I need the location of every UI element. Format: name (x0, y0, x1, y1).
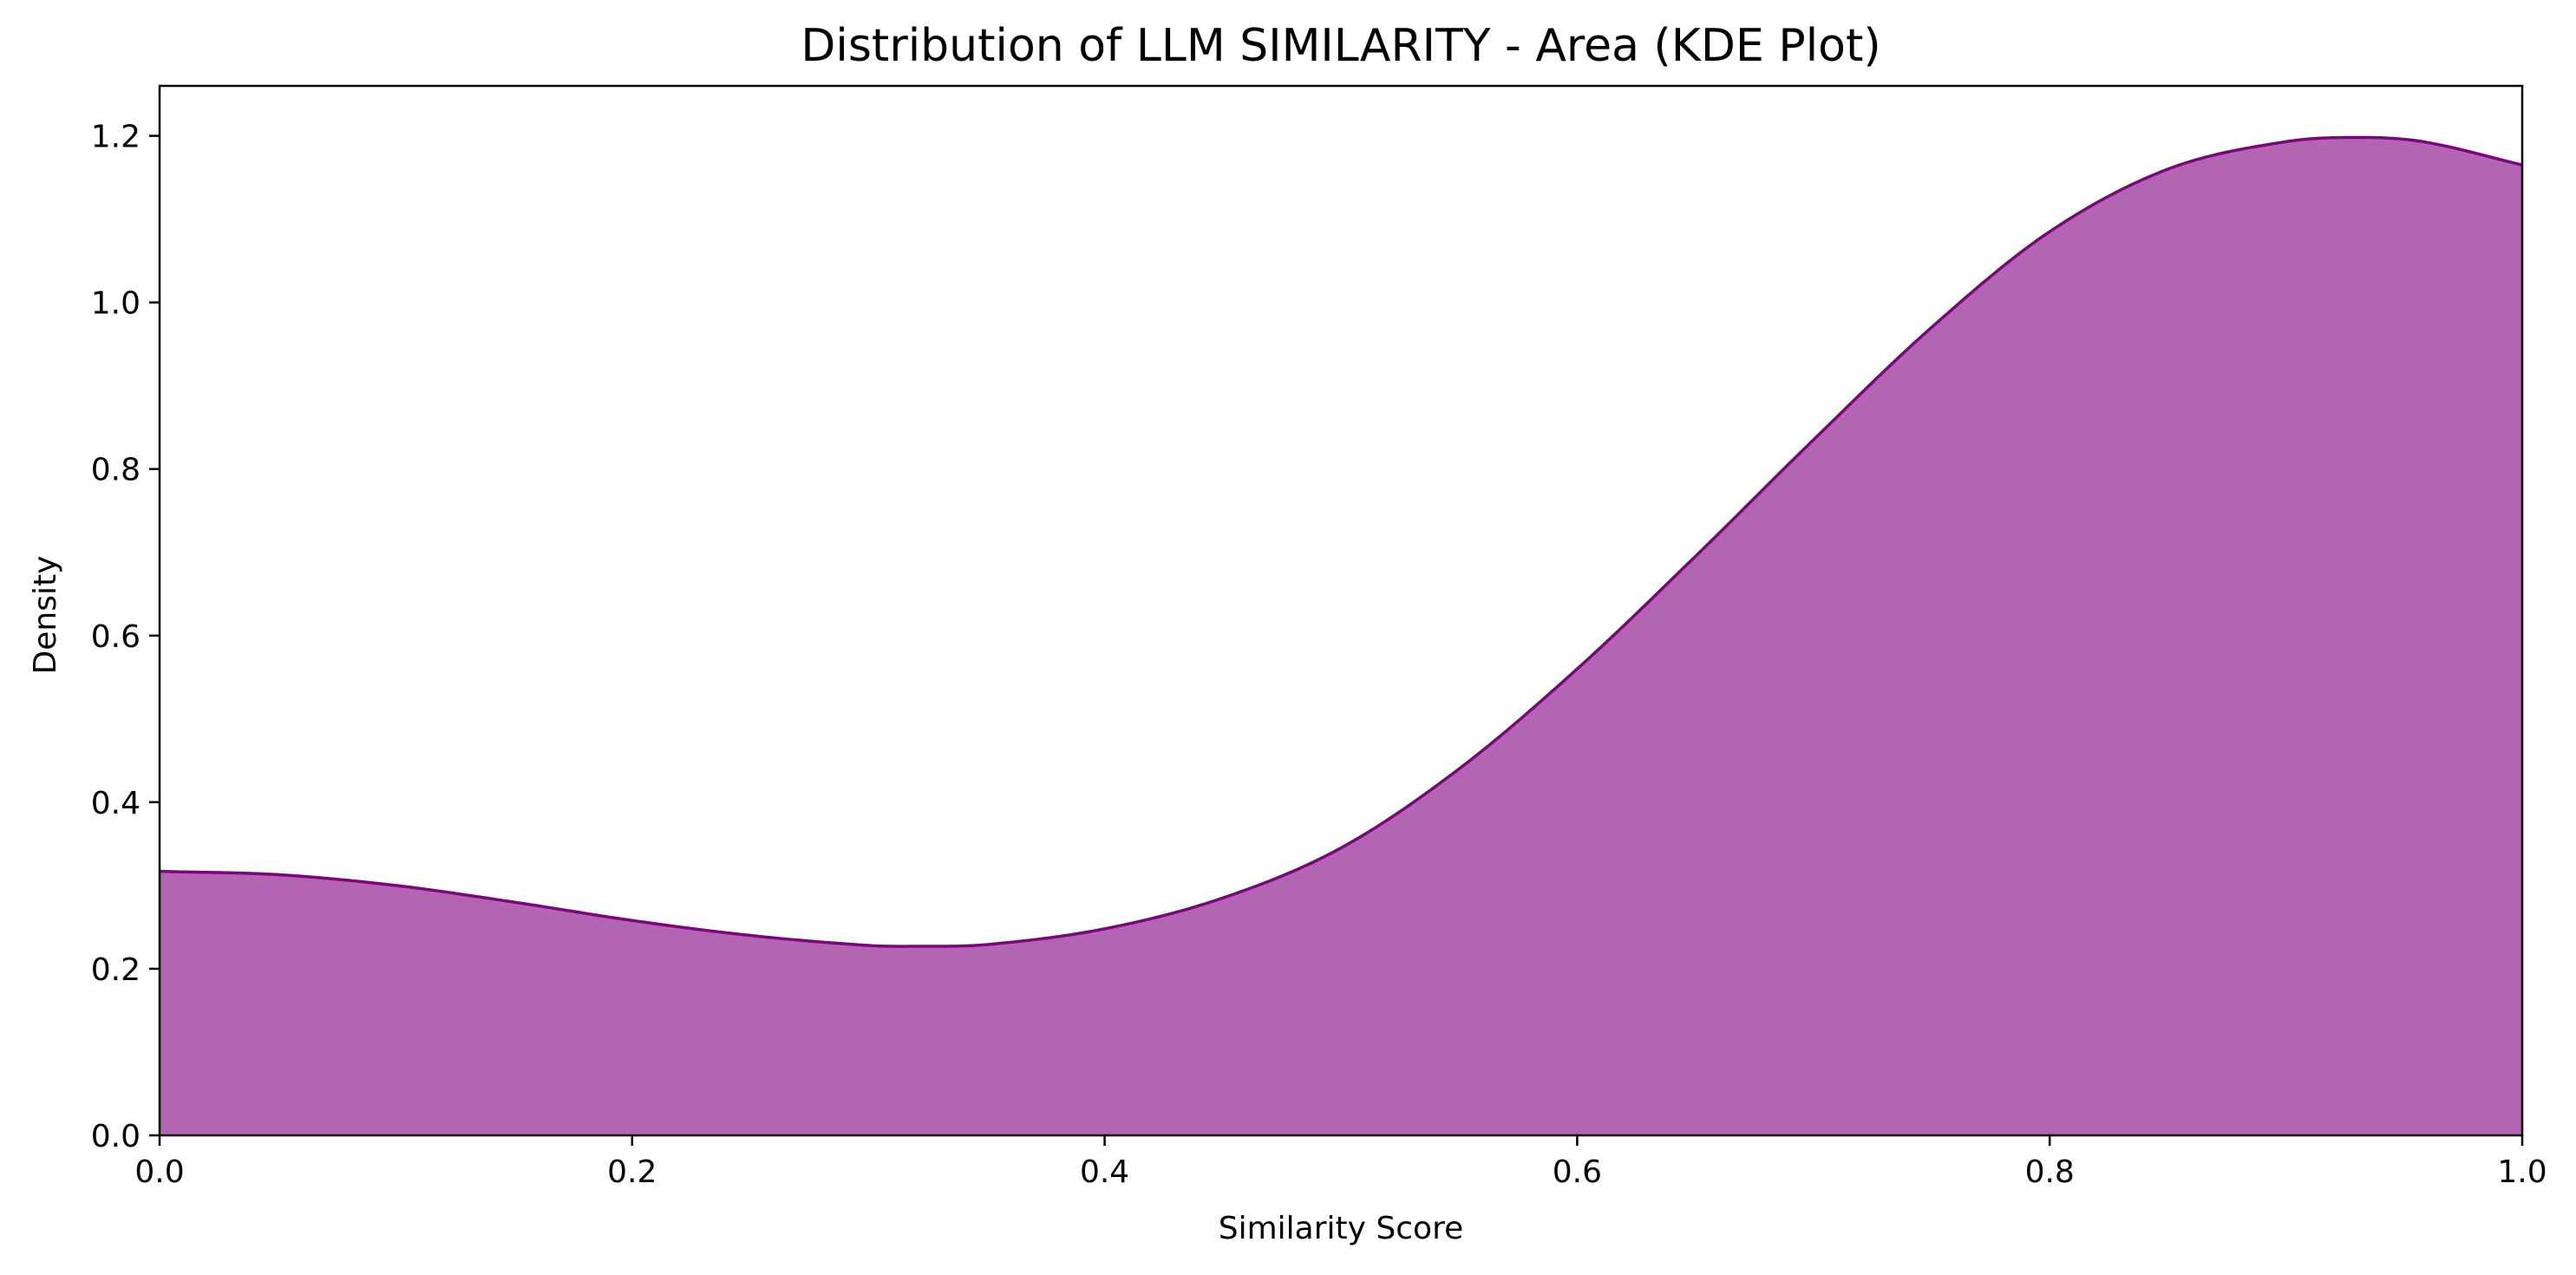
y-tick-label: 0.2 (91, 952, 141, 988)
axes (158, 84, 2524, 1137)
y-tick-label: 1.0 (91, 286, 141, 322)
y-tick-label: 0.6 (91, 619, 141, 655)
density-area-fill (160, 137, 2522, 1136)
x-tick-label: 0.6 (1553, 1154, 1602, 1190)
chart-title: Distribution of LLM SIMILARITY - Area (K… (801, 20, 1880, 72)
x-tick-label: 0.8 (2025, 1154, 2075, 1190)
y-tick-label: 0.0 (91, 1119, 141, 1154)
x-axis-ticks: 0.0 0.2 0.4 0.6 0.8 1.0 (134, 1135, 2547, 1190)
plot-area (159, 135, 2523, 1136)
y-tick-label: 0.4 (91, 786, 141, 821)
density-curve-line (159, 135, 2523, 948)
x-tick-label: 1.0 (2497, 1154, 2547, 1190)
plot-frame (158, 84, 2524, 1137)
x-tick-label: 0.4 (1080, 1154, 1129, 1190)
x-tick-label: 0.0 (134, 1154, 184, 1190)
y-tick-label: 0.8 (91, 453, 141, 488)
x-tick-label: 0.2 (607, 1154, 657, 1190)
y-axis-label: Density (28, 556, 63, 675)
x-axis-label: Similarity Score (1219, 1211, 1463, 1246)
y-tick-label: 1.2 (91, 120, 141, 155)
y-axis-ticks: 0.0 0.2 0.4 0.6 0.8 1.0 1.2 (91, 120, 160, 1154)
